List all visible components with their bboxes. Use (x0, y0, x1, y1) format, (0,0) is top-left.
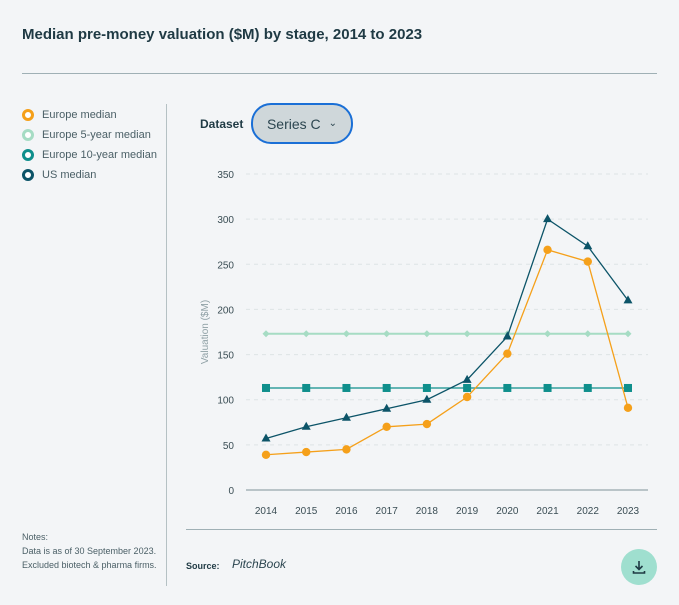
notes-line: Excluded biotech & pharma firms. (22, 560, 157, 570)
data-point (422, 394, 432, 403)
divider (186, 529, 657, 530)
legend-marker-icon (22, 129, 34, 141)
data-point (583, 383, 592, 392)
data-point (422, 419, 432, 429)
data-point (502, 331, 512, 340)
notes: Notes: Data is as of 30 September 2023. … (22, 530, 157, 572)
data-point (382, 383, 391, 392)
legend-label: Europe median (42, 109, 117, 121)
data-point (463, 383, 472, 392)
legend-item[interactable]: Europe 5-year median (22, 125, 157, 145)
data-point (302, 447, 311, 457)
data-point (261, 433, 271, 442)
data-point (543, 214, 553, 223)
x-tick-label: 2020 (496, 506, 519, 517)
data-point (543, 245, 552, 255)
dataset-value: Series C (266, 115, 321, 132)
data-point (624, 330, 632, 338)
pitchbook-logo: PitchBook (232, 557, 287, 571)
x-tick-label: 2022 (577, 506, 600, 517)
series-line (265, 249, 629, 456)
download-button[interactable] (621, 549, 657, 585)
download-icon (632, 561, 646, 574)
data-point (382, 403, 392, 412)
data-point (342, 383, 351, 392)
data-point (463, 330, 471, 338)
data-point (262, 330, 270, 338)
legend-label: Europe 5-year median (42, 129, 151, 141)
data-point (342, 445, 351, 454)
notes-line: Data is as of 30 September 2023. (22, 546, 157, 556)
y-tick-label: 150 (217, 351, 234, 362)
legend-marker-icon (22, 149, 34, 161)
divider-vertical (166, 104, 167, 586)
data-point (262, 383, 270, 392)
chevron-down-icon: ⌄ (328, 118, 338, 129)
chart-title: Median pre-money valuation ($M) by stage… (22, 26, 423, 43)
y-tick-label: 250 (217, 260, 234, 271)
y-tick-label: 50 (223, 441, 235, 452)
y-tick-label: 200 (217, 305, 234, 316)
data-point (301, 421, 311, 430)
source-label: Source: (186, 561, 220, 571)
data-point (302, 330, 310, 338)
data-point (583, 241, 593, 250)
data-point (623, 403, 633, 413)
data-point (543, 383, 552, 392)
x-tick-label: 2018 (416, 506, 439, 517)
data-point (583, 257, 592, 266)
x-tick-label: 2016 (335, 506, 358, 517)
data-point (382, 422, 391, 431)
y-tick-label: 350 (217, 170, 234, 181)
data-point (544, 330, 552, 338)
x-tick-label: 2019 (456, 506, 479, 517)
y-tick-label: 300 (217, 215, 234, 226)
data-point (623, 295, 633, 304)
divider (22, 73, 657, 74)
data-point (422, 383, 431, 392)
data-point (503, 349, 512, 358)
legend-marker-icon (22, 169, 34, 181)
y-axis-label: Valuation ($M) (200, 300, 211, 364)
legend-label: Europe 10-year median (42, 149, 157, 161)
data-point (423, 330, 431, 338)
notes-heading: Notes: (22, 532, 49, 542)
data-point (584, 330, 592, 338)
legend-item[interactable]: Europe 10-year median (22, 145, 157, 165)
data-point (624, 383, 632, 392)
data-point (342, 330, 350, 338)
data-point (341, 412, 351, 421)
legend-item[interactable]: Europe median (22, 105, 157, 125)
data-point (261, 450, 271, 459)
legend-marker-icon (22, 109, 34, 121)
x-tick-label: 2015 (295, 506, 318, 517)
legend: Europe median Europe 5-year median Europe … (22, 105, 157, 185)
x-tick-label: 2017 (376, 506, 399, 517)
x-tick-label: 2014 (255, 506, 278, 517)
dataset-select[interactable]: Series C ⌄ (251, 103, 353, 144)
y-tick-label: 0 (228, 486, 234, 497)
data-point (462, 392, 472, 402)
data-point (503, 383, 512, 392)
y-tick-label: 100 (217, 396, 234, 407)
data-point (302, 383, 311, 392)
data-point (462, 374, 472, 383)
series-line (265, 218, 629, 440)
data-point (383, 330, 391, 338)
legend-item[interactable]: US median (22, 165, 157, 185)
x-tick-label: 2023 (617, 506, 640, 517)
dataset-label: Dataset (200, 117, 244, 131)
x-tick-label: 2021 (536, 506, 559, 517)
legend-label: US median (42, 169, 97, 181)
